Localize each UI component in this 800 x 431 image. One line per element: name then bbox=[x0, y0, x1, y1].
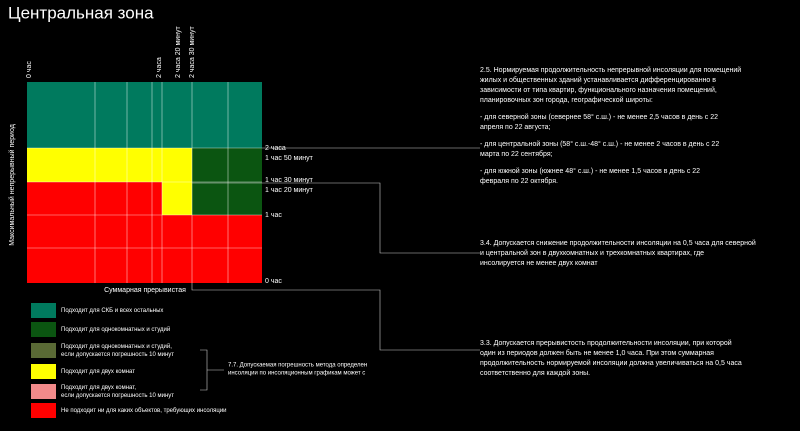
zone-green bbox=[192, 148, 262, 215]
note-line: 7.7. Допускаемая погрешность метода опре… bbox=[228, 363, 367, 369]
right-label: 0 час bbox=[265, 278, 282, 285]
zone-yellow bbox=[27, 148, 192, 182]
note-line: 2.5. Нормируемая продолжительность непре… bbox=[480, 66, 741, 74]
legend-swatch bbox=[31, 384, 56, 399]
note-line: зависимости от типа квартир, функциональ… bbox=[480, 86, 717, 94]
note-line: жилых и общественных зданий устанавливае… bbox=[480, 76, 716, 84]
legend-swatch bbox=[31, 403, 56, 418]
zone-yellow bbox=[162, 182, 192, 215]
legend-label: Подходит для двух комнат bbox=[61, 369, 135, 375]
zone-red bbox=[27, 215, 262, 283]
right-label: 2 часа bbox=[265, 145, 286, 152]
legend-label: Подходит для СКБ и всех остальных bbox=[61, 308, 163, 314]
note-line: продолжительность нормируемой инсоляции … bbox=[480, 359, 742, 367]
note-line: - для южной зоны (южнее 48° с.ш.) - не м… bbox=[480, 167, 700, 175]
note-line: марта по 22 сентября; bbox=[480, 150, 553, 158]
legend-label: если допускается погрешность 10 минут bbox=[61, 352, 174, 358]
legend-label: Подходит для однокомнатных и студий, bbox=[61, 343, 172, 350]
note-line: планировочных зон города, географической… bbox=[480, 96, 653, 104]
connectors bbox=[191, 147, 480, 391]
y-axis-label: Максимальный непрерывный период bbox=[8, 124, 16, 246]
x-axis-label: Суммарная прерывистая bbox=[104, 287, 186, 294]
note-line: апреля по 22 августа; bbox=[480, 124, 551, 131]
right-label: 1 час 50 минут bbox=[265, 155, 314, 162]
note-line: инсоляции по инсоляционным графикам може… bbox=[228, 371, 365, 377]
zone-teal bbox=[27, 82, 262, 148]
right-label: 1 час 20 минут bbox=[265, 187, 314, 194]
legend-swatch bbox=[31, 303, 56, 318]
right-label: 1 час bbox=[265, 212, 282, 219]
right-label: 1 час 30 минут bbox=[265, 177, 314, 184]
grid bbox=[27, 82, 262, 283]
connector bbox=[192, 182, 480, 254]
note-line: - для северной зоны (севернее 58° с.ш.) … bbox=[480, 113, 718, 121]
top-label: 2 часа bbox=[156, 57, 163, 78]
title: Центральная зона bbox=[8, 3, 154, 22]
note-line: один из периодов должен быть не менее 1,… bbox=[480, 349, 714, 357]
connector bbox=[191, 283, 480, 351]
note-line: - для центральной зоны (58° с.ш.-48° с.ш… bbox=[480, 140, 719, 148]
zones bbox=[27, 82, 262, 283]
legend-label: Подходит для однокомнатных и студий bbox=[61, 326, 170, 333]
legend-label: если допускается погрешность 10 минут bbox=[61, 393, 174, 399]
legend-swatch bbox=[31, 322, 56, 337]
zone-red bbox=[27, 182, 162, 215]
note-line: 3.3. Допускается прерывистость продолжит… bbox=[480, 339, 732, 347]
note-line: инсолируется не менее двух комнат bbox=[480, 260, 598, 267]
note-line: и центральной зон в двухкомнатных и трех… bbox=[480, 249, 704, 257]
top-label: 2 часа 30 минут bbox=[189, 25, 196, 78]
top-label: 0 час bbox=[26, 61, 33, 78]
note-line: 3.4. Допускается снижение продолжительно… bbox=[480, 239, 756, 247]
connector bbox=[200, 349, 224, 391]
note-line: февраля по 22 октября. bbox=[480, 177, 558, 185]
legend-swatch bbox=[31, 343, 56, 358]
legend-label: Подходит для двух комнат, bbox=[61, 385, 136, 391]
note-line: соответственно для каждой зоны. bbox=[480, 369, 590, 377]
top-label: 2 часа 20 минут bbox=[175, 25, 182, 78]
legend-swatch bbox=[31, 364, 56, 379]
legend-label: Не подходит ни для каких объектов, требу… bbox=[61, 408, 227, 414]
